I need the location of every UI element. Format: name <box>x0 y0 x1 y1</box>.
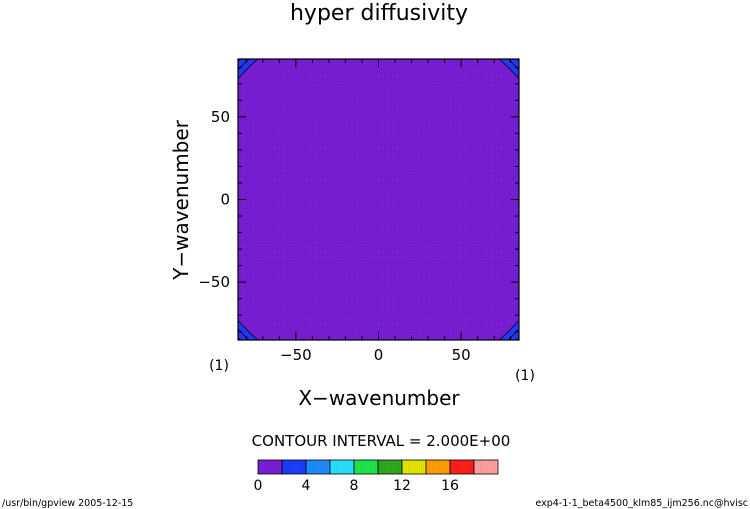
colorbar-segment-10 <box>377 459 403 475</box>
colorbar-segment-14 <box>425 459 451 475</box>
x-axis: −50 0 50 <box>245 59 512 364</box>
plot-area <box>237 58 520 341</box>
y-scale-note: (1) <box>209 358 229 374</box>
colorbar-segment-16 <box>449 459 475 475</box>
x-tick-label: 0 <box>374 346 384 364</box>
footer-left: /usr/bin/gpview 2005-12-15 <box>2 498 133 509</box>
x-tick-label: 50 <box>452 346 471 364</box>
grid-texture <box>238 59 519 340</box>
plot-background <box>238 59 519 340</box>
colorbar-tick-label: 12 <box>393 478 411 494</box>
colorbar-tick-label: 0 <box>254 478 263 494</box>
y-tick-label: 50 <box>211 108 230 126</box>
colorbar-segment-4 <box>305 459 331 475</box>
colorbar-ticks: 0 4 8 12 16 <box>254 478 459 494</box>
y-tick-label: 0 <box>220 191 230 209</box>
colorbar-segment-12 <box>401 459 427 475</box>
colorbar-segment-18 <box>473 459 499 475</box>
y-tick-label: −50 <box>198 273 230 291</box>
x-axis-label: X−wavenumber <box>298 386 460 410</box>
footer-right: exp4-1-1_beta4500_klm85_ijm256.nc@hvisc <box>535 498 748 509</box>
colorbar-segment-6 <box>329 459 355 475</box>
x-scale-note: (1) <box>515 368 535 384</box>
x-tick-label: −50 <box>280 346 312 364</box>
colorbar-tick-label: 4 <box>302 478 311 494</box>
chart-title: hyper diffusivity <box>290 1 468 26</box>
colorbar <box>257 459 499 475</box>
colorbar-tick-label: 8 <box>350 478 359 494</box>
colorbar-segment-8 <box>353 459 379 475</box>
colorbar-tick-label: 16 <box>441 478 459 494</box>
contour-interval: CONTOUR INTERVAL = 2.000E+00 <box>252 432 511 450</box>
y-axis-label: Y−wavenumber <box>169 119 193 281</box>
colorbar-segment-2 <box>281 459 307 475</box>
colorbar-segment-0 <box>257 459 283 475</box>
y-axis: −50 0 50 <box>198 66 519 333</box>
